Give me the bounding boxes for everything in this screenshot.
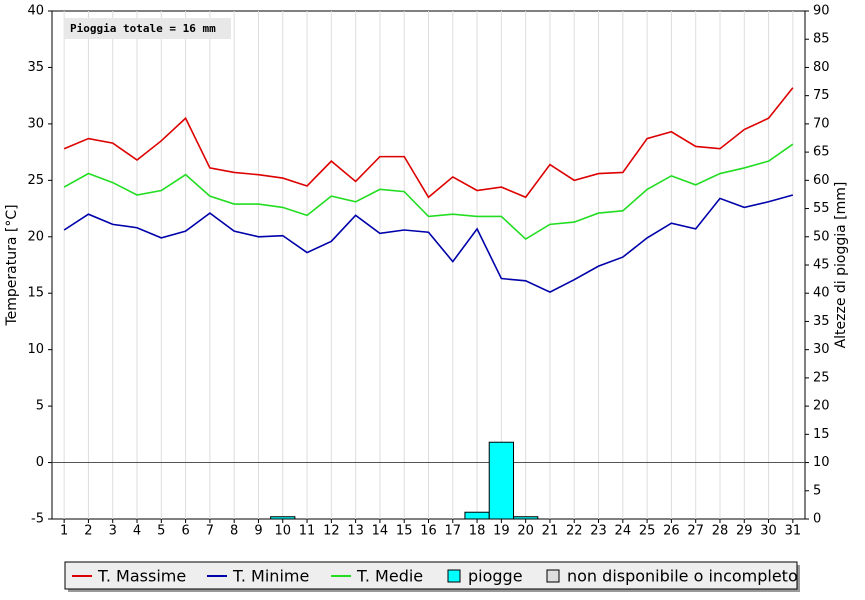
y2-tick-label: 30 [813,342,830,357]
y2-tick-label: 15 [813,427,830,442]
x-tick-label: 10 [274,524,291,539]
temperature-line [63,143,794,241]
legend-swatch [546,569,560,583]
x-tick-label: 25 [639,524,656,539]
annotation-box [64,18,231,39]
x-tick-label: 9 [254,524,262,539]
x-tick-label: 22 [566,524,583,539]
y2-tick-label: 80 [813,60,830,75]
y-axis-label: Temperatura [°C] [4,204,20,326]
x-tick-label: 15 [396,524,413,539]
y2-tick-label: 60 [813,173,830,188]
y-tick-label: 10 [27,342,44,357]
legend-label: T. Massime [97,567,186,586]
x-tick-label: 6 [181,524,189,539]
x-tick-label: 28 [712,524,729,539]
x-tick-label: 17 [445,524,462,539]
legend-label: non disponibile o incompleto [567,567,798,586]
x-tick-label: 26 [663,524,680,539]
y-tick-label: 30 [27,116,44,131]
legend-swatch [447,569,461,583]
y2-tick-label: 50 [813,229,830,244]
y2-tick-label: 90 [813,4,830,19]
x-tick-label: 24 [615,524,632,539]
x-tick-label: 14 [372,524,389,539]
legend-label: T. Medie [356,567,423,586]
x-tick-label: 1 [60,524,68,539]
y2-tick-label: 55 [813,201,830,216]
x-tick-label: 13 [347,524,364,539]
x-tick-label: 19 [493,524,510,539]
x-tick-label: 29 [736,524,753,539]
x-tick-label: 27 [687,524,704,539]
x-tick-label: 18 [469,524,486,539]
y2-tick-label: 65 [813,145,830,160]
y-tick-label: 20 [27,229,44,244]
y2-tick-label: 10 [813,455,830,470]
x-tick-label: 2 [84,524,92,539]
y2-tick-label: 20 [813,399,830,414]
y2-tick-label: 45 [813,258,830,273]
legend-label: T. Minime [232,567,309,586]
x-tick-label: 11 [299,524,316,539]
y-tick-label: 35 [27,60,44,75]
x-tick-label: 20 [517,524,534,539]
y2-tick-label: 5 [813,483,821,498]
rain-bar [270,516,296,520]
x-tick-label: 31 [785,524,802,539]
y2-tick-label: 85 [813,32,830,47]
x-tick-label: 4 [133,524,141,539]
y2-tick-label: 35 [813,314,830,329]
y-tick-label: 25 [27,173,44,188]
y-tick-label: 15 [27,286,44,301]
annotation: Pioggia totale = 16 mm [70,22,216,35]
y-tick-label: 0 [36,455,44,470]
legend [64,561,798,590]
y-tick-label: 40 [27,4,44,19]
y2-tick-label: 25 [813,370,830,385]
y-tick-label: -5 [31,512,44,527]
x-tick-label: 12 [323,524,340,539]
y2-tick-label: 40 [813,286,830,301]
y2-tick-label: 75 [813,88,830,103]
rain-bar [513,516,539,520]
y2-tick-label: 0 [813,512,821,527]
legend-label: piogge [468,567,523,586]
temperature-line [63,87,794,199]
x-tick-label: 7 [206,524,214,539]
x-tick-label: 23 [590,524,607,539]
x-tick-label: 21 [542,524,559,539]
y-tick-label: 5 [36,399,44,414]
temperature-line [63,194,794,293]
x-tick-label: 8 [230,524,238,539]
rain-bar [464,511,490,520]
x-tick-label: 16 [420,524,437,539]
x-tick-label: 3 [109,524,117,539]
x-tick-label: 30 [760,524,777,539]
y2-tick-label: 70 [813,116,830,131]
y2-axis-label: Altezze di pioggia [mm] [833,182,849,349]
rain-bar [488,441,515,520]
x-tick-label: 5 [157,524,165,539]
